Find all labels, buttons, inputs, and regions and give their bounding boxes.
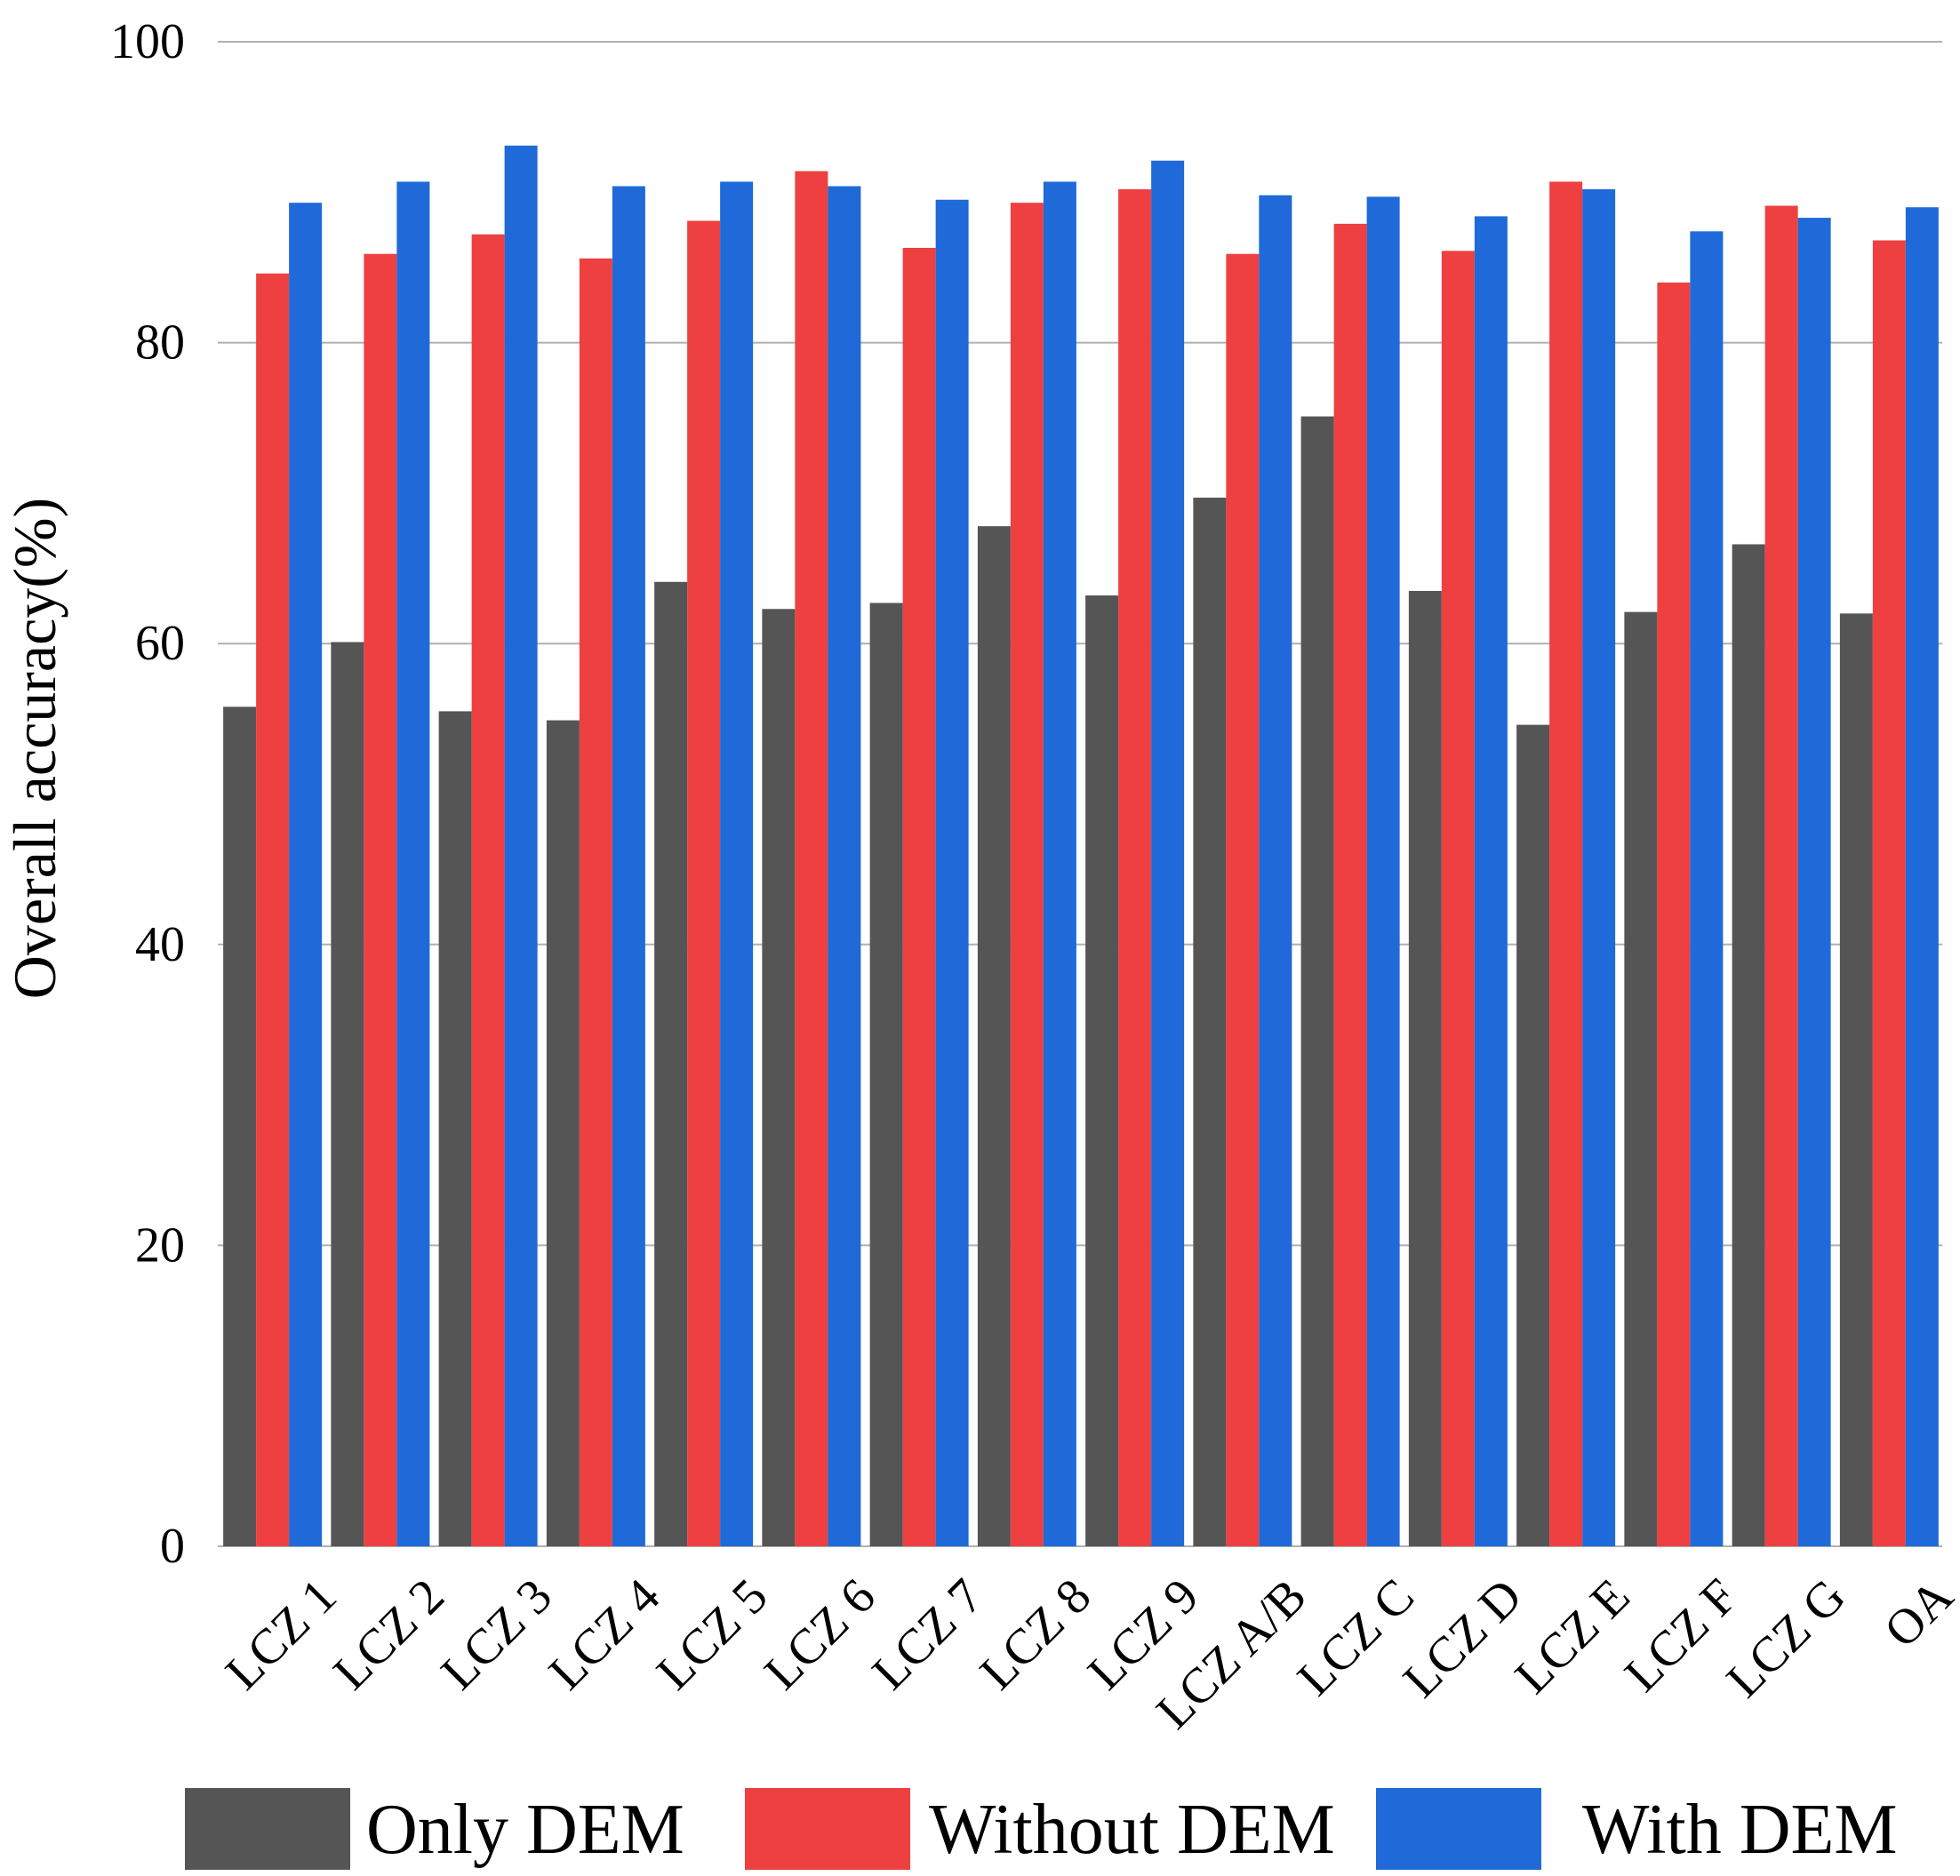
bar-only-dem-8 [1085,595,1119,1547]
bar-without-dem-11 [1441,251,1475,1546]
legend: Only DEM Without DEM With DEM [185,1788,1898,1870]
bar-only-dem-5 [762,609,796,1546]
bar-only-dem-10 [1300,416,1334,1546]
x-tick-label-3: LCZ 4 [539,1569,670,1700]
x-tick-label-7: LCZ 8 [970,1569,1101,1700]
bar-with-dem-5 [828,186,861,1547]
bar-with-dem-4 [720,181,754,1547]
bar-only-dem-3 [546,720,580,1546]
legend-swatch-only-dem [185,1788,350,1870]
bar-with-dem-13 [1690,231,1724,1546]
x-tick-label-5: LCZ 6 [754,1569,885,1700]
legend-swatch-with-dem [1376,1788,1541,1870]
bar-without-dem-10 [1333,223,1367,1546]
bar-with-dem-10 [1366,196,1400,1546]
bar-only-dem-11 [1408,590,1442,1546]
y-tick-label-0: 0 [160,1519,185,1574]
bar-with-dem-7 [1043,181,1076,1547]
bar-with-dem-2 [504,145,538,1546]
bar-without-dem-4 [687,220,721,1546]
x-tick-label-11: LCZ D [1393,1569,1532,1708]
bar-only-dem-2 [438,711,472,1546]
x-tick-label-15: OA [1874,1569,1960,1658]
bar-only-dem-6 [869,603,903,1546]
y-tick-label-40: 40 [135,917,185,972]
bar-without-dem-13 [1657,282,1691,1546]
bar-without-dem-15 [1872,240,1906,1546]
bar-with-dem-14 [1797,218,1831,1546]
bar-without-dem-5 [795,171,828,1546]
bar-with-dem-1 [396,181,430,1547]
x-tick-label-6: LCZ 7 [862,1569,994,1700]
bar-only-dem-14 [1732,544,1765,1547]
bar-without-dem-2 [471,234,505,1547]
x-tick-label-14: LCZ G [1716,1569,1856,1708]
legend-swatch-without-dem [745,1788,910,1870]
bar-with-dem-8 [1151,160,1185,1547]
bar-without-dem-0 [256,273,290,1547]
y-axis-title: Overall accuracy(%) [1,498,68,999]
bar-only-dem-4 [654,581,688,1546]
x-tick-label-10: LCZ C [1287,1569,1425,1706]
bar-without-dem-6 [902,247,936,1546]
x-tick-label-1: LCZ 2 [323,1569,454,1700]
x-tick-label-12: LCZ E [1505,1569,1641,1704]
bar-with-dem-9 [1259,195,1292,1546]
bar-with-dem-0 [289,203,323,1546]
bar-without-dem-7 [1010,203,1044,1546]
bar-with-dem-6 [935,199,969,1546]
y-tick-label-80: 80 [135,315,185,371]
bar-without-dem-3 [579,258,612,1546]
y-tick-label-100: 100 [110,14,185,69]
bar-only-dem-12 [1516,724,1550,1546]
bar-with-dem-3 [612,186,645,1547]
bars [223,145,1939,1547]
bar-only-dem-0 [223,706,257,1546]
bar-without-dem-9 [1226,253,1260,1546]
x-tick-label-2: LCZ 3 [431,1569,563,1700]
bar-only-dem-13 [1624,611,1658,1546]
x-tick-label-0: LCZ 1 [215,1569,347,1700]
bar-without-dem-8 [1118,188,1152,1546]
bar-without-dem-14 [1764,205,1798,1547]
bar-only-dem-1 [331,642,364,1546]
bar-with-dem-11 [1474,216,1508,1547]
x-tick-label-4: LCZ 5 [646,1569,778,1700]
bar-only-dem-15 [1839,613,1873,1546]
bar-without-dem-12 [1549,181,1583,1547]
bar-only-dem-9 [1193,497,1227,1546]
y-tick-label-20: 20 [135,1217,185,1273]
legend-label-only-dem: Only DEM [366,1791,684,1869]
bar-with-dem-15 [1905,207,1939,1547]
bar-with-dem-12 [1582,188,1616,1546]
bar-without-dem-1 [364,253,397,1546]
y-axis-ticks: 0 20 40 60 80 100 [110,14,185,1574]
legend-label-without-dem: Without DEM [929,1791,1335,1869]
y-tick-label-60: 60 [135,616,185,671]
bar-only-dem-7 [977,526,1011,1546]
legend-label-with-dem: With DEM [1582,1791,1898,1869]
